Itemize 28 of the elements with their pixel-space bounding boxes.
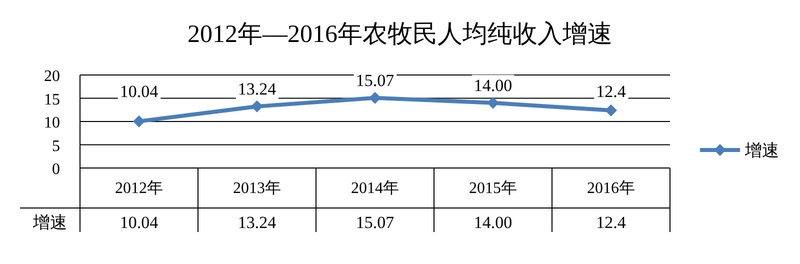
text: 12.4: [596, 82, 626, 101]
x-tick-label: 2014年: [351, 180, 399, 197]
text: 增速: [33, 213, 67, 232]
x-tick-label: 2015年: [469, 180, 517, 197]
x-tick-label: 2013年: [233, 180, 281, 197]
y-tick-label: 5: [52, 138, 60, 155]
x-tick-label: 2012年: [115, 180, 163, 197]
y-tick-label: 10: [44, 114, 60, 132]
text: 14.00: [474, 76, 512, 95]
data-label: 10.04: [120, 213, 159, 232]
y-tick-label: 20: [44, 68, 60, 85]
text: 10.04: [120, 82, 158, 101]
data-label: 12.4: [596, 213, 626, 232]
text: 15.07: [356, 70, 394, 90]
y-tick-label: 15: [44, 91, 60, 108]
chart-title: 2012年—2016年农牧民人均纯收入增速: [188, 21, 612, 48]
text: 13.24: [238, 79, 276, 98]
data-label: 14.00: [474, 213, 512, 232]
point: [487, 96, 499, 109]
legend-label: 增速: [744, 141, 779, 160]
x-tick-label: 2016年: [587, 180, 635, 197]
point: [133, 115, 145, 128]
data-label: 15.07: [356, 213, 395, 232]
point: [605, 104, 617, 116]
point: [369, 92, 381, 104]
point: [251, 100, 263, 112]
y-tick-label: 0: [52, 161, 60, 178]
data-label: 13.24: [238, 213, 277, 232]
